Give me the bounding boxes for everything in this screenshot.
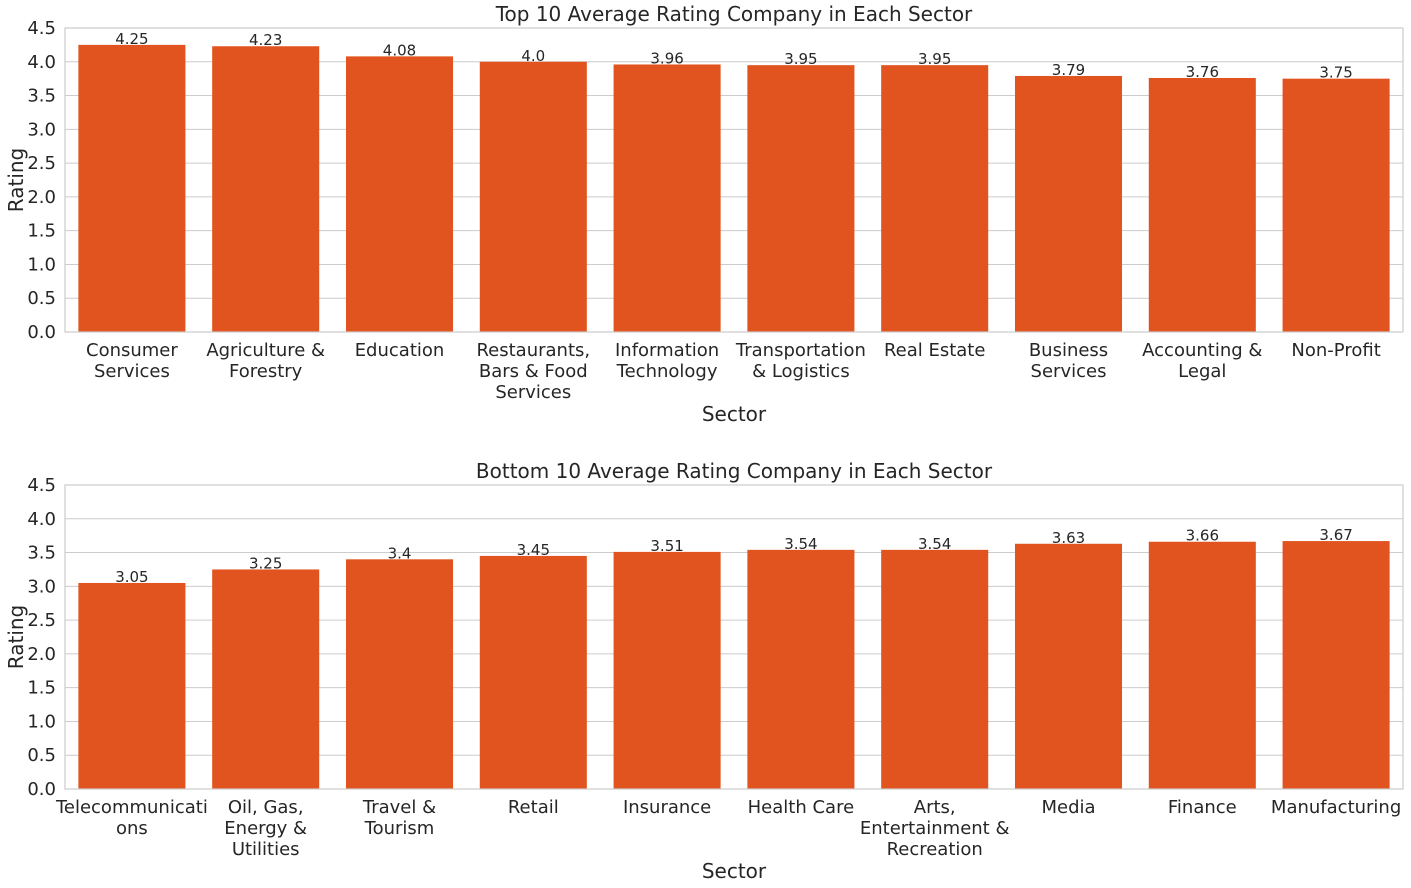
y-tick-label: 2.5 [27, 610, 56, 631]
bar-value-label: 4.25 [115, 30, 148, 48]
y-tick-label: 3.0 [27, 119, 56, 140]
bar [1014, 543, 1123, 789]
y-axis-label: Rating [4, 605, 28, 669]
bar-value-label: 3.54 [784, 535, 817, 553]
x-axis-label: Sector [702, 859, 767, 883]
chart-panel-1: 0.0 0.5 1.0 1.5 2.0 2.5 3.0 3.5 4.0 4.5 4.25 Consum… [4, 2, 1404, 426]
bar [345, 56, 454, 333]
axes-frame [64, 484, 1404, 790]
x-tick-label: Education [355, 340, 445, 361]
x-tick-label: Telecommunicati ons [55, 797, 208, 839]
bar-value-label: 3.79 [1052, 61, 1085, 79]
x-tick-label: Retail [508, 797, 559, 818]
bar [747, 65, 855, 333]
bar-value-label: 3.54 [918, 535, 951, 553]
y-tick-label: 1.0 [27, 711, 56, 732]
bar [345, 559, 454, 789]
bar [1148, 77, 1256, 332]
x-axis-label: Sector [702, 402, 767, 426]
y-tick-label: 1.0 [27, 254, 56, 275]
y-tick-label: 1.5 [27, 221, 56, 242]
bar [479, 61, 587, 333]
bar-value-label: 3.63 [1052, 529, 1085, 547]
y-tick-label: 2.0 [27, 187, 56, 208]
bar-value-label: 3.96 [650, 49, 683, 67]
bar-value-label: 3.95 [918, 50, 951, 68]
y-tick-label: 4.5 [27, 475, 56, 496]
bar [747, 549, 855, 789]
x-tick-label: Manufacturing [1271, 797, 1401, 818]
x-tick-label: Agriculture & Forestry [206, 340, 325, 382]
bar-value-label: 3.95 [784, 50, 817, 68]
x-tick-label: Transportation & Logistics [735, 340, 866, 382]
y-tick-label: 4.5 [27, 18, 56, 39]
bar-value-label: 4.23 [249, 31, 282, 49]
bar-value-label: 3.51 [650, 537, 683, 555]
y-tick-label: 0.0 [27, 779, 56, 800]
x-tick-label: Insurance [623, 797, 711, 818]
bar-value-label: 4.0 [521, 47, 545, 65]
y-tick-label: 0.5 [27, 745, 56, 766]
bar-value-label: 3.25 [249, 554, 282, 572]
x-tick-label: Finance [1168, 797, 1237, 818]
bar-value-label: 3.67 [1319, 526, 1352, 544]
x-tick-label: Oil, Gas, Energy & Utilities [224, 797, 307, 860]
y-tick-label: 4.0 [27, 509, 56, 530]
y-axis-label: Rating [4, 148, 28, 212]
y-tick-label: 3.0 [27, 576, 56, 597]
bar [1014, 75, 1123, 332]
bar-value-label: 3.76 [1186, 63, 1219, 81]
x-tick-label: Health Care [748, 797, 855, 818]
bar [1148, 541, 1256, 789]
bar [613, 551, 721, 789]
bar-value-label: 3.45 [517, 541, 550, 559]
x-tick-label: Media [1041, 797, 1095, 818]
bar [212, 46, 320, 333]
bar [1282, 78, 1390, 333]
bar [613, 64, 721, 332]
y-tick-label: 3.5 [27, 543, 56, 564]
bar [78, 44, 186, 333]
x-tick-label: Real Estate [884, 340, 986, 361]
x-tick-label: Business Services [1029, 340, 1108, 382]
x-tick-label: Arts, Entertainment & Recreation [860, 797, 1010, 860]
y-tick-label: 1.5 [27, 678, 56, 699]
y-tick-label: 2.5 [27, 153, 56, 174]
bar-value-label: 3.66 [1186, 527, 1219, 545]
y-tick-label: 0.0 [27, 322, 56, 343]
x-tick-label: Accounting & Legal [1142, 340, 1262, 382]
y-tick-label: 3.5 [27, 86, 56, 107]
bar [881, 549, 989, 789]
x-tick-label: Non-Profit [1291, 340, 1380, 361]
bar [881, 65, 989, 333]
y-tick-label: 2.0 [27, 644, 56, 665]
y-tick-label: 4.0 [27, 52, 56, 73]
x-tick-label: Restaurants, Bars & Food Services [476, 340, 590, 403]
x-tick-label: Consumer Services [86, 340, 178, 382]
y-tick-label: 0.5 [27, 288, 56, 309]
x-tick-label: Travel & Tourism [362, 797, 436, 839]
axes-frame [64, 27, 1404, 333]
chart-panel-2: 0.0 0.5 1.0 1.5 2.0 2.5 3.0 3.5 4.0 4.5 3.05 Teleco… [4, 459, 1404, 883]
chart-title: Bottom 10 Average Rating Company in Each… [476, 459, 993, 483]
bar-value-label: 3.4 [388, 544, 412, 562]
bar [78, 582, 186, 789]
chart-title: Top 10 Average Rating Company in Each Se… [495, 2, 973, 26]
bar-value-label: 4.08 [383, 41, 416, 59]
bar [1282, 541, 1390, 789]
bar [479, 555, 587, 789]
bar-value-label: 3.75 [1319, 64, 1352, 82]
x-tick-label: Information Technology [615, 340, 719, 382]
bar-value-label: 3.05 [115, 568, 148, 586]
bar [212, 569, 320, 789]
